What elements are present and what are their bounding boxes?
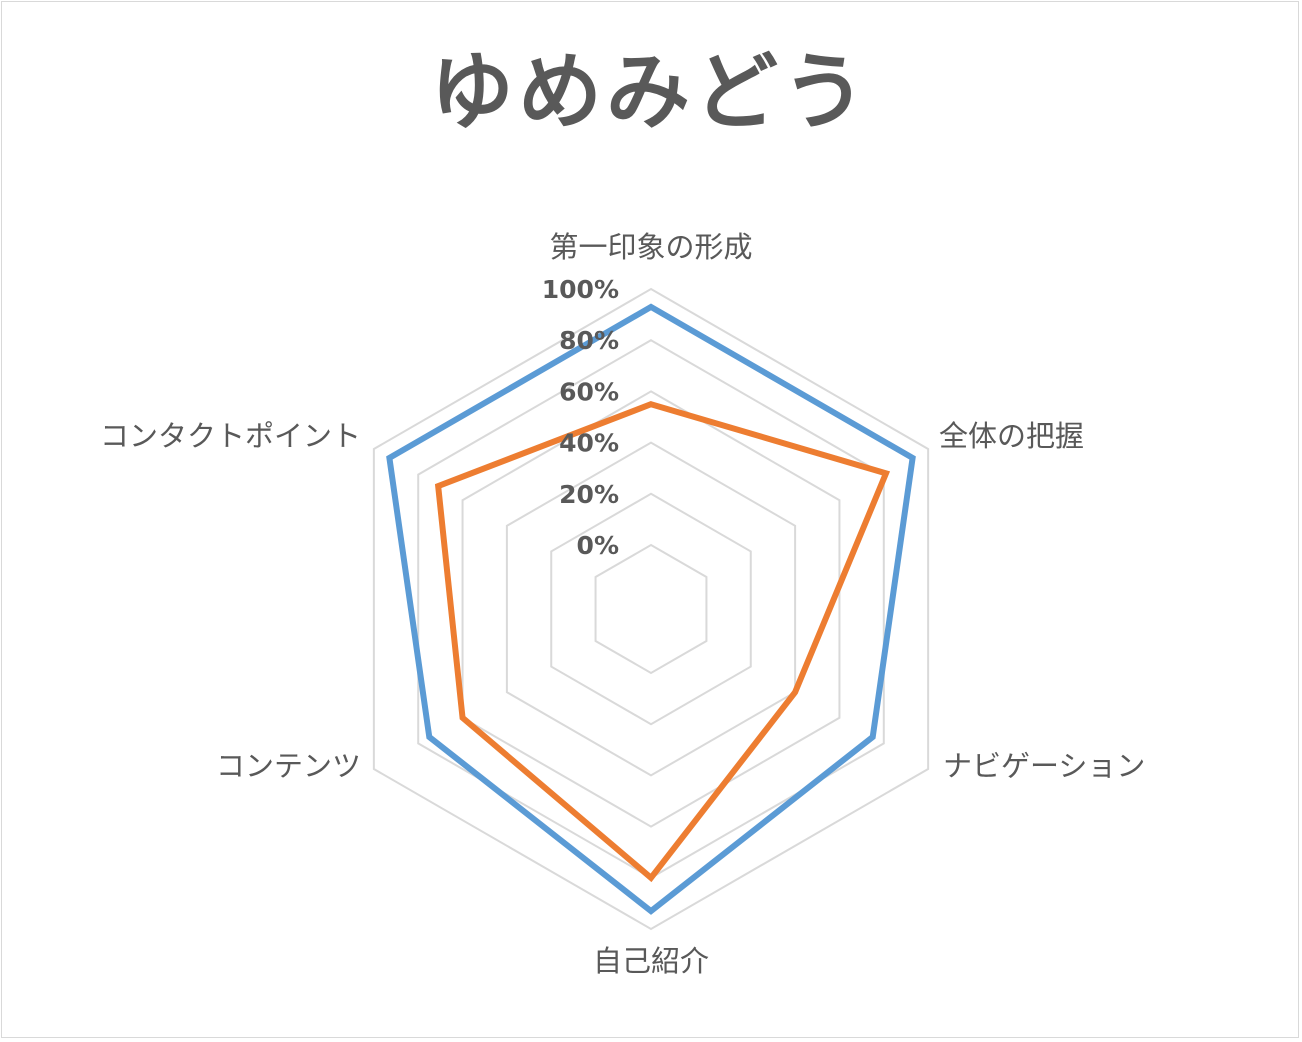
category-label: 全体の把握 xyxy=(939,419,1084,453)
chart-title: ゆめみどう xyxy=(429,43,870,141)
radar-gridlines xyxy=(372,287,930,931)
category-label: ナビゲーション xyxy=(943,749,1145,783)
category-label: コンテンツ xyxy=(216,749,361,783)
gridline-ring xyxy=(372,287,930,931)
category-label: コンタクトポイント xyxy=(100,419,361,453)
category-label: 自己紹介 xyxy=(593,944,709,978)
tick-label: 40% xyxy=(559,429,619,458)
tick-label: 60% xyxy=(559,377,619,406)
gridline-ring xyxy=(594,543,708,675)
radar-tick-labels: 0% 20% 40% 60% 80% 100% xyxy=(542,275,619,560)
tick-label: 20% xyxy=(559,480,619,509)
gridline-ring xyxy=(417,339,885,879)
gridline-ring xyxy=(505,441,797,777)
tick-label: 0% xyxy=(577,531,619,560)
tick-label: 80% xyxy=(559,326,619,355)
series-line-1 xyxy=(386,303,916,915)
gridline-ring xyxy=(461,390,841,828)
series-line-2 xyxy=(434,401,891,883)
category-label: 第一印象の形成 xyxy=(549,230,752,264)
gridline-ring xyxy=(550,492,752,726)
tick-label: 100% xyxy=(542,275,619,304)
radar-series xyxy=(386,303,916,915)
